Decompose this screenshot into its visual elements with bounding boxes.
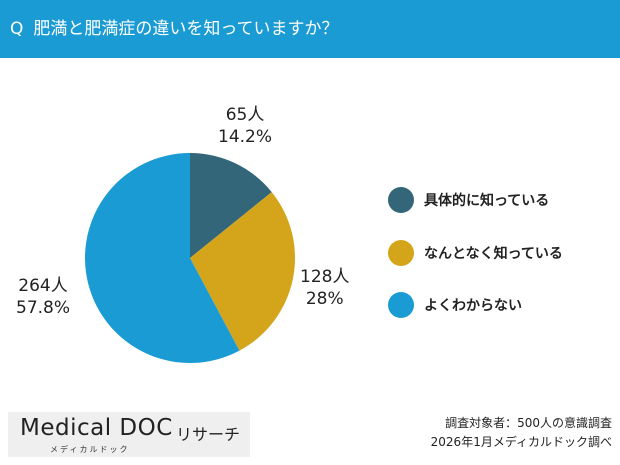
- data-label-0: 65人 14.2%: [218, 105, 273, 147]
- source-note: 調査対象者：500人の意識調査 2026年1月メディカルドック調べ: [430, 416, 612, 449]
- legend-item-0: 具体的に知っている: [388, 187, 549, 213]
- legend-swatch: [388, 292, 414, 318]
- question-title: 肥満と肥満症の違いを知っていますか？: [33, 19, 339, 39]
- legend-swatch: [388, 187, 414, 213]
- pie-slice-2: [85, 153, 240, 363]
- legend-swatch: [388, 240, 414, 266]
- data-label-2: 264人 57.8%: [16, 276, 71, 318]
- legend-item-1: なんとなく知っている: [388, 240, 563, 266]
- pie-slice-1: [190, 192, 295, 351]
- legend-item-2: よくわからない: [388, 292, 522, 318]
- question-header: Q 肥満と肥満症の違いを知っていますか？: [0, 0, 620, 58]
- pie-slice-0: [190, 153, 272, 258]
- medical-doc-logo: Medical DOC リサーチ メディカルドック: [8, 412, 250, 457]
- q-mark: Q: [10, 19, 24, 39]
- data-label-1: 128人 28%: [300, 267, 350, 309]
